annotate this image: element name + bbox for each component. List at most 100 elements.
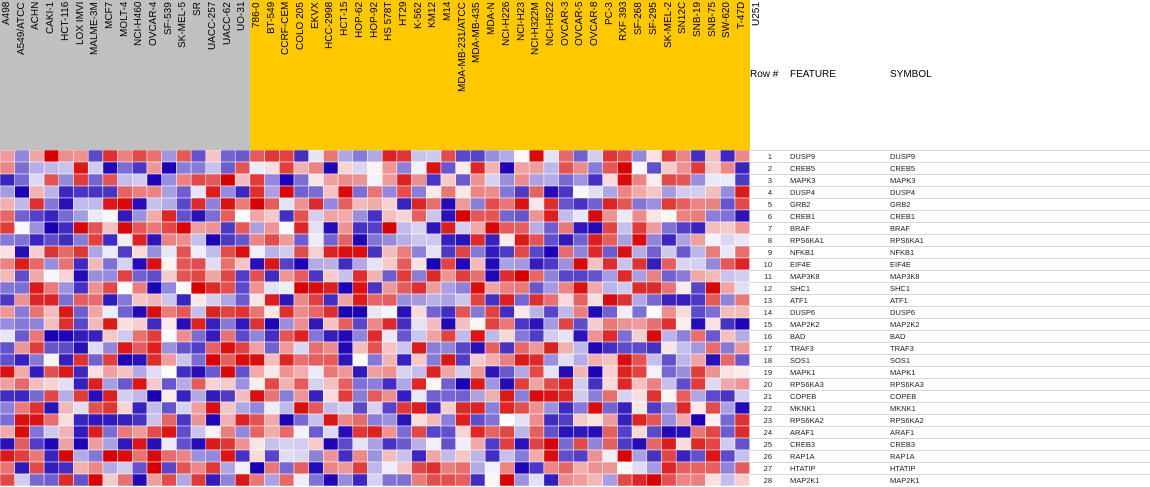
heatmap-cell xyxy=(74,258,89,270)
heatmap-cell xyxy=(559,222,574,234)
heatmap-cell xyxy=(485,342,500,354)
heatmap-cell xyxy=(529,450,544,462)
heatmap-cell xyxy=(235,198,250,210)
heatmap-cell xyxy=(44,198,59,210)
heatmap-cell xyxy=(470,402,485,414)
heatmap-cell xyxy=(191,270,206,282)
heatmap-cell xyxy=(309,234,324,246)
heatmap-cell xyxy=(250,186,265,198)
heatmap-cell xyxy=(265,330,280,342)
heatmap-cell xyxy=(529,438,544,450)
heatmap-cell xyxy=(662,390,677,402)
heatmap-cell xyxy=(118,474,133,486)
heatmap-cell xyxy=(617,378,632,390)
heatmap-cell xyxy=(559,234,574,246)
heatmap-cell xyxy=(191,282,206,294)
heatmap-cell xyxy=(323,186,338,198)
heatmap-cell xyxy=(118,426,133,438)
heatmap-cell xyxy=(221,246,236,258)
heatmap-cell xyxy=(559,174,574,186)
row-symbol: RAP1A xyxy=(890,451,915,462)
heatmap-cell xyxy=(176,222,191,234)
heatmap-cell xyxy=(191,402,206,414)
heatmap-cell xyxy=(15,234,30,246)
heatmap-cell xyxy=(176,150,191,162)
heatmap-cell xyxy=(323,174,338,186)
heatmap-cell xyxy=(59,306,74,318)
heatmap-cell xyxy=(676,258,691,270)
heatmap-cell xyxy=(485,354,500,366)
heatmap-cell xyxy=(235,294,250,306)
heatmap-cell xyxy=(573,318,588,330)
heatmap-cell xyxy=(588,414,603,426)
heatmap-cell xyxy=(559,246,574,258)
heatmap-cell xyxy=(265,246,280,258)
heatmap-cell xyxy=(191,198,206,210)
heatmap-cell xyxy=(441,294,456,306)
heatmap-cell xyxy=(515,378,530,390)
heatmap-cell xyxy=(559,258,574,270)
heatmap-cell xyxy=(353,402,368,414)
heatmap-cell xyxy=(441,198,456,210)
heatmap-cell xyxy=(206,414,221,426)
heatmap-cell xyxy=(265,210,280,222)
heatmap-cell xyxy=(720,210,735,222)
heatmap-cell xyxy=(206,294,221,306)
heatmap-cell xyxy=(588,186,603,198)
heatmap-cell xyxy=(382,366,397,378)
heatmap-cell xyxy=(397,390,412,402)
row-number: 14 xyxy=(744,307,772,318)
heatmap-cell xyxy=(294,162,309,174)
heatmap-cell xyxy=(426,246,441,258)
heatmap-cell xyxy=(338,294,353,306)
heatmap-cell xyxy=(221,294,236,306)
heatmap-cell xyxy=(485,462,500,474)
heatmap-cell xyxy=(162,330,177,342)
heatmap-cell xyxy=(573,354,588,366)
heatmap-cell xyxy=(88,162,103,174)
heatmap-cell xyxy=(103,270,118,282)
heatmap-cell xyxy=(603,438,618,450)
heatmap-cell xyxy=(426,366,441,378)
heatmap-cell xyxy=(412,342,427,354)
heatmap-cell xyxy=(412,318,427,330)
heatmap-cell xyxy=(441,414,456,426)
heatmap-cell xyxy=(647,366,662,378)
heatmap-cell xyxy=(206,342,221,354)
heatmap-cell xyxy=(382,450,397,462)
heatmap-cell xyxy=(0,402,15,414)
row-feature: MAP3K8 xyxy=(790,271,820,282)
heatmap-cell xyxy=(15,174,30,186)
heatmap-cell xyxy=(397,270,412,282)
heatmap-cell xyxy=(397,294,412,306)
heatmap-cell xyxy=(265,150,280,162)
heatmap-cell xyxy=(118,402,133,414)
heatmap-cell xyxy=(426,270,441,282)
heatmap-cell xyxy=(515,246,530,258)
heatmap-cell xyxy=(118,414,133,426)
heatmap-cell xyxy=(603,258,618,270)
heatmap-cell xyxy=(500,174,515,186)
row-number: 4 xyxy=(744,187,772,198)
heatmap-cell xyxy=(323,234,338,246)
heatmap-cell xyxy=(662,342,677,354)
heatmap-cell xyxy=(15,426,30,438)
column-label: SR xyxy=(191,2,205,148)
heatmap-cell xyxy=(529,282,544,294)
heatmap-cell xyxy=(647,246,662,258)
heatmap-cell xyxy=(647,150,662,162)
heatmap-cell xyxy=(397,462,412,474)
heatmap-cell xyxy=(265,414,280,426)
heatmap-cell xyxy=(265,198,280,210)
heatmap-cell xyxy=(500,450,515,462)
heatmap-cell xyxy=(559,282,574,294)
heatmap-cell xyxy=(15,222,30,234)
heatmap-cell xyxy=(338,450,353,462)
heatmap-cell xyxy=(206,450,221,462)
heatmap-cell xyxy=(368,450,383,462)
heatmap-cell xyxy=(720,270,735,282)
heatmap-cell xyxy=(309,162,324,174)
heatmap-cell xyxy=(15,366,30,378)
heatmap-cell xyxy=(118,438,133,450)
